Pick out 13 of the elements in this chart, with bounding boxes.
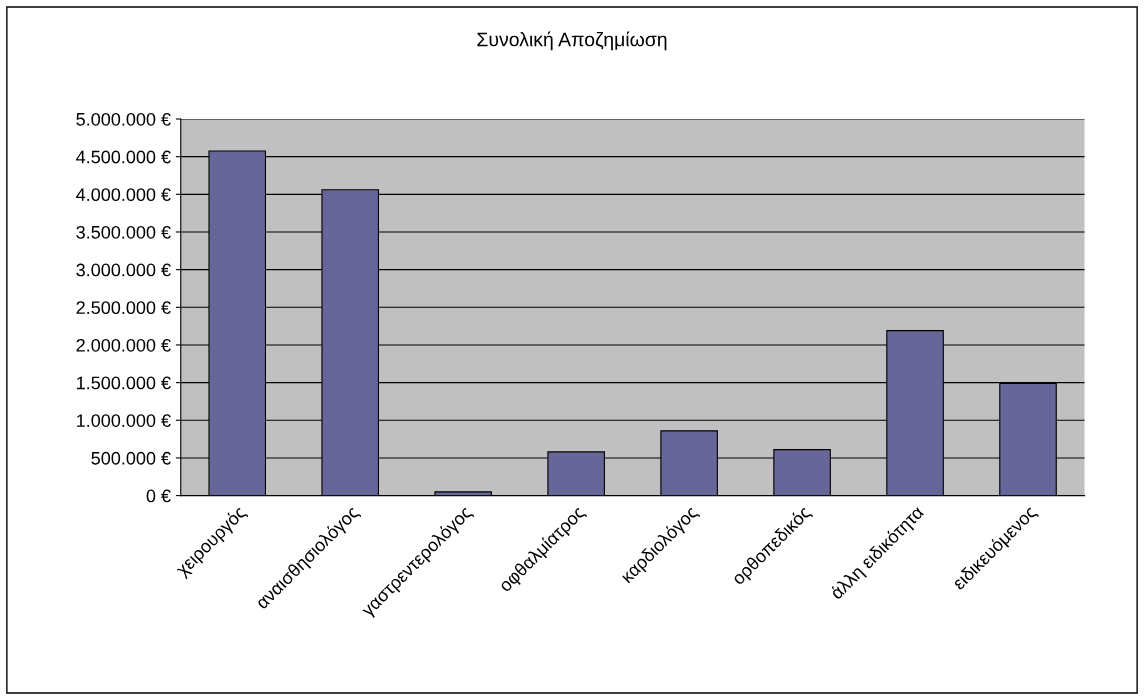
y-tick-label: 4.500.000 € — [76, 150, 171, 164]
y-tick-label: 2.500.000 € — [76, 301, 171, 315]
chart-title: Συνολική Αποζημίωση — [477, 31, 667, 51]
y-tick-label: 3.500.000 € — [76, 225, 171, 239]
y-tick-label: 2.000.000 € — [76, 338, 171, 352]
y-tick-label: 5.000.000 € — [76, 112, 171, 126]
y-tick-label: 0 € — [146, 489, 171, 503]
y-tick-label: 1.500.000 € — [77, 376, 171, 390]
y-tick-label: 500.000 € — [91, 451, 171, 465]
y-tick-label: 4.000.000 € — [76, 188, 171, 202]
y-tick-label: 3.000.000 € — [76, 263, 171, 277]
y-tick-label: 1.000.000 € — [77, 414, 171, 427]
bar — [434, 491, 492, 496]
